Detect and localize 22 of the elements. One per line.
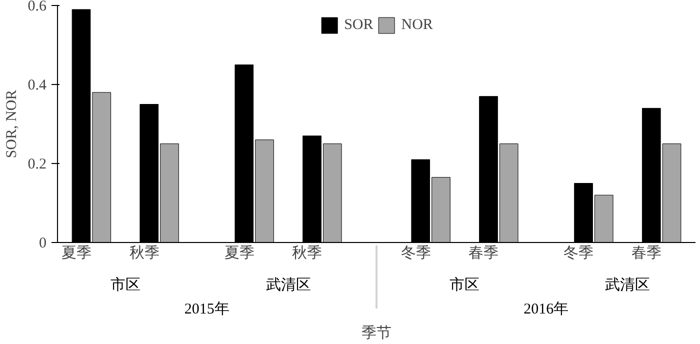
x-tick-label: 冬季: [400, 244, 431, 262]
text: 市区: [450, 276, 480, 294]
text: 2015年: [184, 300, 230, 318]
x-axis-title: 季节: [362, 324, 392, 342]
y-axis-title: SOR, NOR: [4, 90, 20, 158]
x-tick-label: 春季: [468, 244, 499, 262]
y-tick-label: 0.4: [28, 78, 47, 94]
text: 2016年: [524, 300, 569, 318]
x-tick-label: 夏季: [61, 244, 92, 262]
x-tick-label: 秋季: [129, 244, 160, 262]
x-tick-label: 春季: [632, 244, 662, 262]
y-tick-label: 0.6: [28, 0, 47, 14]
x-tick-label: 冬季: [564, 244, 594, 262]
x-tick-label: 夏季: [224, 244, 254, 262]
y-tick-label: 0.2: [28, 156, 46, 172]
x-tick-label: 秋季: [292, 244, 322, 262]
legend-label: NOR: [401, 16, 433, 34]
legend-label: SOR: [344, 16, 374, 34]
text: 武清区: [605, 276, 650, 294]
y-tick-label: 0: [39, 236, 46, 252]
text: 市区: [110, 276, 140, 294]
text: 武清区: [266, 276, 311, 294]
